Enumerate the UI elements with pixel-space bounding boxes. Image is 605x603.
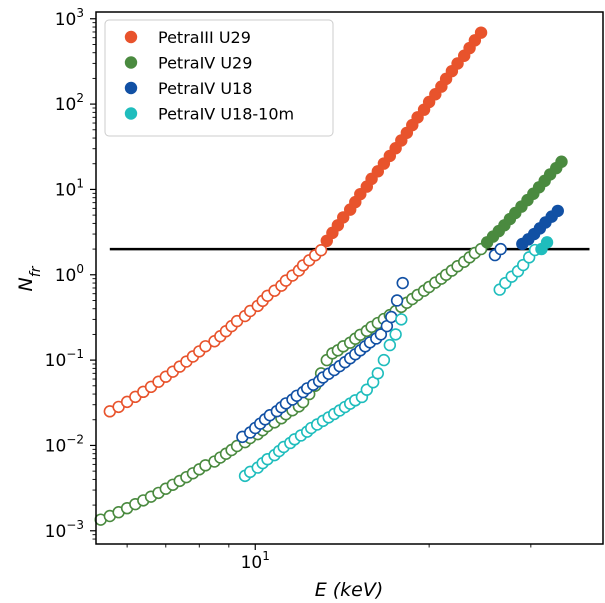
series-4 (238, 236, 554, 483)
data-point-filled (474, 26, 488, 39)
data-point-filled (540, 236, 554, 249)
data-point-open (377, 353, 391, 367)
y-tick-label: 100 (55, 262, 84, 286)
axis-ticks: 10−3 10−2 10−1 100 101 102 103 101 (45, 6, 532, 573)
legend-marker (124, 107, 138, 120)
legend-label: PetraIV U18-10m (158, 105, 294, 124)
legend-label: PetraIV U18 (158, 79, 252, 98)
plot-frame (95, 11, 604, 545)
legend-marker (124, 81, 138, 95)
plot-area (94, 26, 590, 526)
data-point-open (383, 338, 397, 352)
series-1 (103, 26, 488, 418)
y-axis-label-sub: fr (28, 265, 44, 277)
series-3 (236, 204, 564, 444)
data-point-open (390, 294, 404, 307)
data-point-open (385, 310, 398, 324)
data-point-filled (555, 155, 568, 168)
legend-box (104, 19, 334, 137)
data-point-open (314, 244, 328, 257)
x-axis-label: E (keV) (315, 579, 384, 601)
data-point-open (494, 242, 507, 256)
y-tick-label: 10−2 (45, 432, 84, 456)
legend-label: PetraIII U29 (158, 28, 251, 47)
y-axis-label-main: N (15, 277, 37, 291)
series-2 (94, 155, 568, 526)
data-point-open (395, 313, 408, 326)
legend-label: PetraIV U29 (158, 54, 252, 73)
legend: PetraIII U29 PetraIV U29 PetraIV U18 PetraI… (104, 19, 334, 137)
legend-marker (124, 56, 138, 69)
data-point-open (371, 367, 385, 380)
y-tick-label: 103 (55, 6, 84, 30)
y-axis-label: Nfr (15, 265, 44, 291)
data-point-open (396, 276, 409, 290)
y-tick-label: 102 (55, 91, 84, 115)
data-point-open (389, 328, 402, 341)
y-tick-label: 101 (55, 176, 84, 200)
data-point-open (374, 328, 388, 341)
data-point-filled (551, 204, 564, 218)
y-tick-label: 10−3 (45, 518, 84, 542)
y-tick-label: 10−1 (45, 347, 84, 371)
x-tick-label: 101 (241, 549, 270, 573)
legend-marker (124, 30, 138, 44)
